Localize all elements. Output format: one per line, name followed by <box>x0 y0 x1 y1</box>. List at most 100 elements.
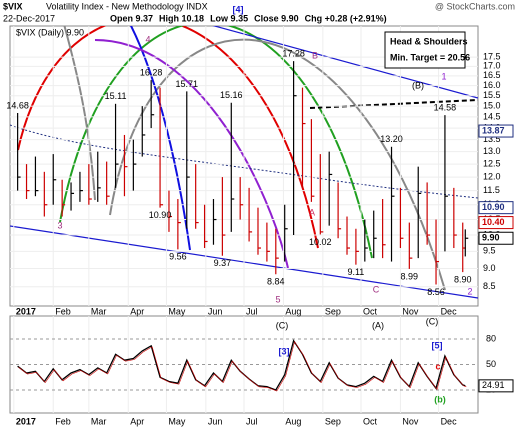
wave-label: [4] <box>233 4 244 14</box>
x-tick-label: Nov <box>402 306 419 316</box>
wave-label: 5 <box>275 294 280 304</box>
arc <box>17 26 319 249</box>
x-tick-label: Sep <box>325 306 341 316</box>
neckline <box>309 99 478 109</box>
y-tick-label: 16.0 <box>483 80 501 90</box>
annotation: Min. Target = 20.56 <box>390 52 470 62</box>
point-label: 8.56 <box>427 287 445 297</box>
point-label: 9.11 <box>347 267 364 277</box>
point-label: 16.28 <box>140 67 163 77</box>
quote-item: High 10.18 <box>159 13 204 23</box>
y-tick-label: 9.0 <box>483 263 496 273</box>
y-tick-label: 80 <box>486 333 496 343</box>
y-tick-label: 15.5 <box>483 90 501 100</box>
price-box <box>478 201 514 215</box>
y-tick-label: 50 <box>486 359 496 369</box>
wave-label: 2 <box>467 286 472 296</box>
y-tick-label: 8.5 <box>483 281 496 291</box>
quote-item: Open 9.37 <box>110 13 153 23</box>
date: 22-Dec-2017 <box>3 13 55 23</box>
price-marks: 14.68 15.11 16.28 10.90 9.56 15.71 9.37 15.16 8.… <box>6 26 478 306</box>
y-tick-label: 9.5 <box>483 246 496 256</box>
point-label: 8.99 <box>401 271 419 281</box>
x-tick-label: May <box>168 416 186 426</box>
y-tick-label: 14.5 <box>483 111 501 121</box>
point-label: 15.16 <box>220 90 243 100</box>
band-line <box>10 124 478 199</box>
wave-label: (A) <box>372 320 384 330</box>
point-label: 10.02 <box>309 237 332 247</box>
point-label: 15.71 <box>176 79 199 89</box>
wave-label: C <box>373 284 380 294</box>
source: @ StockCharts.com <box>435 1 515 11</box>
y-tick-label: 16.5 <box>483 70 501 80</box>
wave-label: 3 <box>57 220 62 230</box>
x-tick-label: Dec <box>441 306 458 316</box>
price-box <box>478 216 514 230</box>
point-label: 14.58 <box>434 103 457 113</box>
legend: $VIX (Daily) 9.90 <box>16 27 84 37</box>
wave-label: B <box>312 50 318 60</box>
x-tick-label: Apr <box>130 306 144 316</box>
y-tick-label: 13.0 <box>483 146 501 156</box>
y-tick-label: 11.5 <box>483 185 500 195</box>
x-tick-label: Mar <box>91 416 107 426</box>
rsi-value-label: 24.91 <box>482 380 505 390</box>
y-tick-label: 13.5 <box>483 134 501 144</box>
wave-label: (C) <box>276 320 289 330</box>
x-tick-label: Feb <box>55 416 71 426</box>
x-tick-label: May <box>168 306 186 316</box>
x-tick-label: 2017 <box>16 416 36 426</box>
x-tick-label: Jun <box>208 416 223 426</box>
point-label: 15.11 <box>105 91 127 101</box>
arc <box>59 26 373 259</box>
wave-label: c <box>435 361 440 371</box>
arc <box>109 38 446 291</box>
x-tick-label: Oct <box>363 306 378 316</box>
price-label: 13.87 <box>482 125 505 135</box>
subtitle: Volatility Index - New Methodology INDX <box>46 1 208 11</box>
quote-item: Close 9.90 <box>254 13 299 23</box>
point-label: 17.28 <box>282 49 305 59</box>
x-tick-label: Sep <box>325 416 341 426</box>
wave-label: [5] <box>432 340 443 350</box>
wave-label: 1 <box>441 71 446 81</box>
price-box <box>478 231 514 245</box>
x-tick-label: Apr <box>130 416 144 426</box>
x-tick-label: Jul <box>246 416 258 426</box>
point-label: 14.68 <box>6 100 29 110</box>
x-tick-label: Aug <box>285 306 301 316</box>
price-label: 9.90 <box>482 233 500 243</box>
x-tick-label: Aug <box>285 416 301 426</box>
wave-label: (b) <box>434 394 446 404</box>
arc <box>94 39 289 269</box>
point-label: 8.90 <box>454 274 472 284</box>
rsi-box <box>478 379 514 393</box>
point-label: 9.37 <box>214 258 232 268</box>
y-tick-label: 15.0 <box>483 101 501 111</box>
x-tick-label: Dec <box>441 416 458 426</box>
y-tick-label: 12.5 <box>483 158 501 168</box>
price-box <box>478 124 514 138</box>
point-label: 13.20 <box>380 134 403 144</box>
x-tick-label: Oct <box>363 416 378 426</box>
wave-label: (C) <box>426 316 439 326</box>
arc <box>63 26 96 201</box>
y-tick-label: 17.5 <box>483 52 501 62</box>
point-label: 9.56 <box>169 252 187 262</box>
rsi-shadow <box>18 340 467 392</box>
annotation-box <box>384 31 466 69</box>
quote-item: Low 9.35 <box>210 13 248 23</box>
x-tick-label: Jul <box>246 306 258 316</box>
arc <box>129 26 191 251</box>
point-label: 8.84 <box>267 277 285 287</box>
wave-label: 4 <box>145 34 150 44</box>
chart-title: $VIX <box>3 1 23 11</box>
quote-item: Chg +0.28 (+2.91%) <box>305 13 387 23</box>
quote: Open 9.37 High 10.18 Low 9.35 Close 9.90 Chg… <box>110 13 387 23</box>
x-tick-label: Mar <box>91 306 107 316</box>
y-tick-label: 17.0 <box>483 61 501 71</box>
wave-label: (B) <box>412 80 424 90</box>
x-tick-label: Nov <box>402 416 419 426</box>
